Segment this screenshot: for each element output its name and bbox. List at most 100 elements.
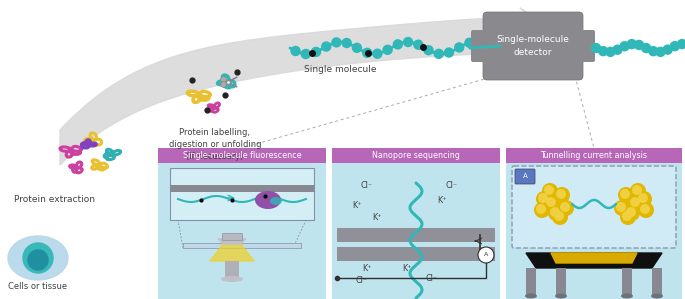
- Ellipse shape: [8, 236, 68, 280]
- Polygon shape: [218, 239, 246, 244]
- Circle shape: [424, 46, 433, 55]
- FancyBboxPatch shape: [471, 30, 489, 62]
- Ellipse shape: [555, 294, 567, 298]
- Text: Single-molecule fluorescence: Single-molecule fluorescence: [183, 151, 301, 160]
- Ellipse shape: [651, 294, 663, 298]
- FancyBboxPatch shape: [225, 261, 239, 279]
- Circle shape: [622, 211, 632, 221]
- FancyBboxPatch shape: [526, 268, 536, 296]
- Circle shape: [542, 183, 558, 199]
- FancyBboxPatch shape: [332, 148, 500, 163]
- Text: K⁺: K⁺: [402, 264, 412, 273]
- Circle shape: [383, 45, 392, 54]
- Circle shape: [536, 204, 546, 214]
- Text: Tunnelling current analysis: Tunnelling current analysis: [540, 151, 647, 160]
- FancyBboxPatch shape: [556, 268, 566, 296]
- Circle shape: [606, 48, 615, 57]
- Circle shape: [614, 200, 630, 216]
- Circle shape: [620, 42, 629, 51]
- Circle shape: [627, 39, 636, 49]
- Ellipse shape: [221, 276, 243, 282]
- Polygon shape: [210, 243, 254, 261]
- FancyBboxPatch shape: [512, 166, 676, 248]
- Circle shape: [552, 209, 568, 225]
- Circle shape: [640, 204, 650, 214]
- Circle shape: [445, 48, 453, 57]
- Circle shape: [536, 191, 552, 207]
- FancyBboxPatch shape: [170, 168, 314, 220]
- Circle shape: [554, 211, 564, 221]
- Circle shape: [599, 47, 608, 56]
- Circle shape: [550, 207, 560, 217]
- Ellipse shape: [270, 197, 282, 205]
- Circle shape: [620, 189, 630, 199]
- Circle shape: [663, 45, 672, 54]
- Polygon shape: [60, 8, 555, 165]
- Circle shape: [649, 47, 658, 56]
- Text: Single-molecule
detector: Single-molecule detector: [497, 35, 569, 57]
- Text: Cl⁻: Cl⁻: [356, 276, 368, 285]
- Circle shape: [414, 40, 423, 49]
- Circle shape: [28, 250, 48, 270]
- Text: K⁺: K⁺: [373, 213, 382, 222]
- Circle shape: [592, 43, 601, 53]
- Text: A: A: [523, 173, 527, 179]
- Circle shape: [342, 39, 351, 48]
- Circle shape: [362, 48, 372, 57]
- Circle shape: [671, 42, 680, 51]
- Circle shape: [478, 247, 494, 263]
- Circle shape: [312, 48, 321, 57]
- Text: K⁺: K⁺: [352, 201, 362, 210]
- Text: Protein labelling,
digestion or unfolding
(if necessary): Protein labelling, digestion or unfoldin…: [169, 128, 261, 161]
- Circle shape: [538, 193, 548, 203]
- Circle shape: [638, 202, 654, 218]
- Circle shape: [618, 187, 634, 203]
- Text: Protein extraction: Protein extraction: [14, 195, 95, 204]
- Circle shape: [560, 202, 570, 212]
- FancyBboxPatch shape: [222, 233, 242, 240]
- FancyBboxPatch shape: [158, 148, 326, 163]
- Circle shape: [613, 45, 622, 54]
- Circle shape: [632, 185, 642, 195]
- FancyBboxPatch shape: [506, 163, 682, 299]
- Text: A: A: [484, 252, 488, 257]
- Circle shape: [291, 46, 300, 56]
- Circle shape: [352, 43, 362, 52]
- FancyBboxPatch shape: [337, 247, 495, 261]
- Circle shape: [403, 37, 412, 47]
- Circle shape: [628, 195, 644, 211]
- FancyBboxPatch shape: [506, 148, 682, 163]
- Circle shape: [616, 202, 626, 212]
- Text: Cl⁻: Cl⁻: [426, 274, 438, 283]
- Circle shape: [465, 38, 474, 47]
- Circle shape: [656, 47, 665, 57]
- Circle shape: [393, 40, 402, 49]
- Text: Single molecule: Single molecule: [303, 65, 376, 74]
- Circle shape: [455, 43, 464, 52]
- Text: Cl⁻: Cl⁻: [446, 181, 458, 190]
- Polygon shape: [526, 253, 662, 268]
- Ellipse shape: [621, 294, 633, 298]
- Circle shape: [332, 38, 341, 47]
- Circle shape: [638, 193, 648, 203]
- Text: Cells or tissue: Cells or tissue: [8, 282, 68, 291]
- Circle shape: [626, 207, 636, 217]
- FancyBboxPatch shape: [183, 243, 301, 248]
- Circle shape: [373, 49, 382, 58]
- Circle shape: [634, 40, 643, 49]
- FancyBboxPatch shape: [332, 163, 500, 299]
- FancyBboxPatch shape: [577, 30, 595, 62]
- FancyBboxPatch shape: [515, 169, 535, 184]
- Circle shape: [620, 209, 636, 225]
- Circle shape: [677, 39, 685, 48]
- Circle shape: [548, 205, 564, 221]
- Ellipse shape: [255, 191, 281, 209]
- Circle shape: [558, 200, 574, 216]
- Text: Cl⁻: Cl⁻: [361, 181, 373, 190]
- Circle shape: [630, 183, 646, 199]
- FancyBboxPatch shape: [652, 268, 662, 296]
- Circle shape: [23, 243, 53, 273]
- Circle shape: [546, 197, 556, 207]
- Circle shape: [630, 197, 640, 207]
- Text: K⁺: K⁺: [362, 264, 372, 273]
